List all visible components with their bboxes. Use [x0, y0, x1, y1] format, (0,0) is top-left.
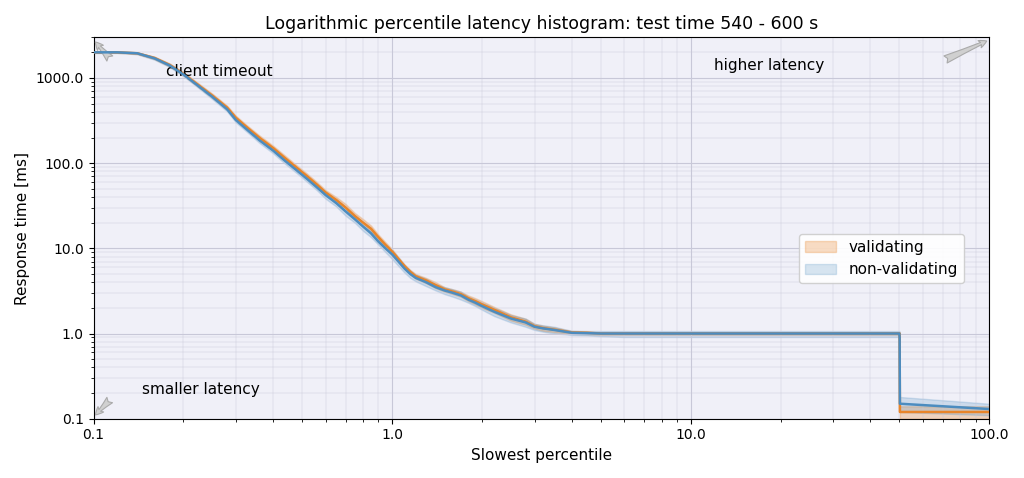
- non-validating: [291, 165, 303, 171]
- X-axis label: Slowest percentile: Slowest percentile: [471, 448, 612, 463]
- Text: smaller latency: smaller latency: [141, 382, 259, 397]
- non-validating: [983, 409, 995, 415]
- non-validating: [87, 49, 99, 55]
- non-validating: [709, 331, 721, 337]
- Text: higher latency: higher latency: [715, 58, 824, 73]
- validating: [291, 168, 303, 174]
- Legend: validating, non-validating: validating, non-validating: [800, 234, 964, 283]
- validating: [357, 224, 370, 229]
- non-validating: [438, 286, 451, 292]
- non-validating: [357, 220, 370, 226]
- Text: client timeout: client timeout: [166, 64, 272, 79]
- validating: [709, 331, 721, 337]
- non-validating: [267, 145, 280, 151]
- Title: Logarithmic percentile latency histogram: test time 540 - 600 s: Logarithmic percentile latency histogram…: [265, 15, 818, 33]
- non-validating: [894, 409, 906, 415]
- validating: [983, 406, 995, 412]
- validating: [469, 300, 481, 305]
- validating: [267, 148, 280, 153]
- Y-axis label: Response time [ms]: Response time [ms]: [15, 152, 30, 304]
- validating: [438, 288, 451, 293]
- Line: non-validating: non-validating: [93, 52, 989, 412]
- validating: [87, 49, 99, 55]
- Line: validating: validating: [93, 52, 989, 409]
- non-validating: [469, 298, 481, 304]
